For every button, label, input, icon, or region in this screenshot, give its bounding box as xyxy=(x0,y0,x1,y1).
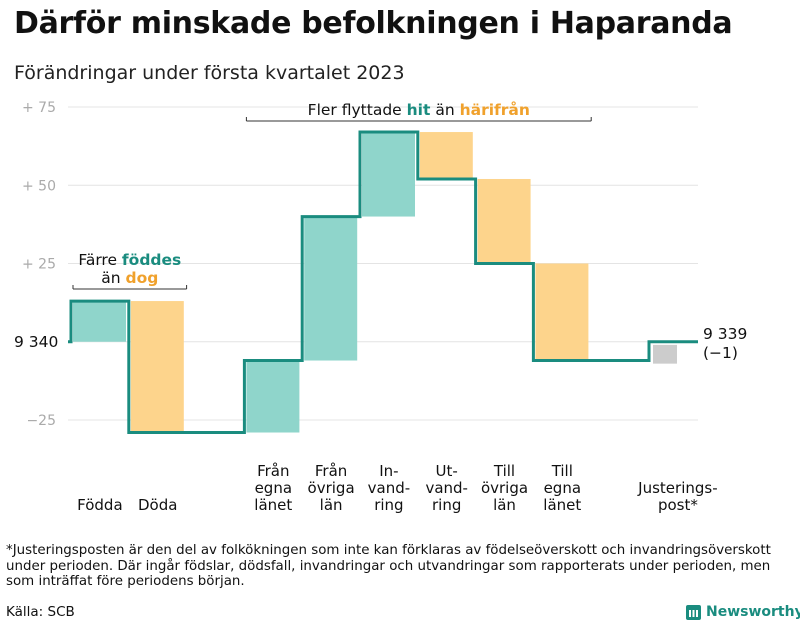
brand-name: Newsworthy xyxy=(706,604,800,620)
category-label: vand- xyxy=(368,479,411,497)
category-label: ring xyxy=(432,496,461,514)
annotation-increase-text: hit xyxy=(407,101,431,119)
category-label: egna xyxy=(255,479,292,497)
category-label: Från xyxy=(315,462,347,480)
category-label: ring xyxy=(374,496,403,514)
chart-title: Därför minskade befolkningen i Haparanda xyxy=(14,6,733,41)
source-label: Källa: SCB xyxy=(6,604,75,620)
bar-increase xyxy=(362,132,415,217)
chart-subtitle: Förändringar under första kvartalet 2023 xyxy=(14,62,405,84)
category-label: län xyxy=(493,496,516,514)
category-label: Justerings- xyxy=(637,479,717,497)
bar-chart-icon xyxy=(686,604,701,620)
category-label: vand- xyxy=(425,479,468,497)
y-tick-label: + 25 xyxy=(22,257,56,273)
annotation-increase-text: föddes xyxy=(122,251,181,269)
cumulative-line xyxy=(68,130,698,434)
bar-adjustment xyxy=(653,344,677,364)
bar-decrease xyxy=(130,301,184,433)
category-label: län xyxy=(320,496,343,514)
category-label: övriga xyxy=(481,479,528,497)
end-change-label: (−1) xyxy=(703,344,738,362)
category-label: post* xyxy=(658,496,698,514)
annotation-decrease-text: härifrån xyxy=(460,100,530,119)
annotation-text: Fler flyttade hit än härifrån xyxy=(308,100,530,119)
category-label: Till xyxy=(493,462,515,480)
bar-decrease xyxy=(419,132,473,179)
baseline-label: 9 340 xyxy=(14,333,58,351)
bar-increase xyxy=(304,216,358,361)
end-value-label: 9 339 xyxy=(703,325,747,343)
category-label: In- xyxy=(379,462,398,480)
category-label: egna xyxy=(544,479,581,497)
annotation-plain-text: än xyxy=(101,269,125,287)
bar-increase xyxy=(246,360,300,433)
category-label: länet xyxy=(543,496,581,514)
y-tick-label: −25 xyxy=(26,413,56,429)
category-label: Döda xyxy=(138,496,177,514)
category-label: Ut- xyxy=(436,462,458,480)
category-label: Födda xyxy=(77,496,123,514)
annotation-text: än dog xyxy=(101,269,158,287)
category-label: övriga xyxy=(308,479,355,497)
annotation-text: Färre föddes xyxy=(78,251,181,269)
bar-decrease xyxy=(477,178,531,264)
annotation-decrease-text: dog xyxy=(126,269,159,287)
annotation-plain-text: än xyxy=(430,101,459,119)
annotation-plain-text: Färre xyxy=(78,251,122,269)
bar-increase xyxy=(73,301,126,342)
y-tick-label: + 50 xyxy=(22,178,56,194)
brand-logo: Newsworthy xyxy=(686,604,800,620)
bar-decrease xyxy=(535,263,589,361)
waterfall-chart: −25 + 25 + 50 + 75 9 340 9 339(−1) Födda Döda Fr… xyxy=(14,100,747,514)
annotation-plain-text: Fler flyttade xyxy=(308,101,407,119)
category-label: länet xyxy=(254,496,292,514)
category-label: Till xyxy=(551,462,573,480)
y-tick-label: + 75 xyxy=(22,100,56,116)
category-label: Från xyxy=(257,462,289,480)
footnote: *Justeringsposten är den del av folkökni… xyxy=(6,543,771,589)
